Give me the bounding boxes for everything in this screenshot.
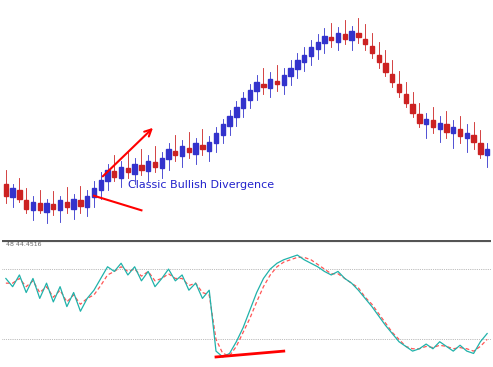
Bar — [247, 90, 252, 100]
Bar — [404, 94, 408, 103]
Bar — [241, 98, 246, 109]
Bar — [139, 165, 143, 170]
Bar — [471, 135, 476, 142]
Bar — [92, 189, 96, 197]
Bar — [444, 124, 449, 132]
Bar — [44, 203, 49, 212]
Bar — [478, 143, 483, 153]
Bar — [31, 201, 35, 210]
Bar — [173, 150, 177, 155]
Bar — [464, 133, 469, 138]
Bar — [214, 133, 218, 143]
Bar — [377, 55, 381, 62]
Bar — [451, 127, 456, 133]
Bar — [112, 171, 116, 177]
Bar — [51, 204, 56, 209]
Text: 48 44.4516: 48 44.4516 — [6, 242, 41, 247]
Bar — [383, 63, 387, 72]
Bar — [24, 200, 29, 209]
Bar — [275, 81, 279, 84]
Bar — [106, 170, 110, 181]
Bar — [160, 158, 164, 168]
Bar — [37, 203, 42, 210]
Bar — [322, 36, 327, 43]
Bar — [485, 149, 490, 155]
Bar — [227, 116, 232, 126]
Bar — [458, 129, 462, 136]
Bar — [234, 107, 239, 117]
Bar — [370, 46, 374, 53]
Bar — [126, 168, 130, 172]
Bar — [71, 199, 76, 209]
Bar — [309, 47, 313, 56]
Bar — [302, 55, 306, 62]
Bar — [10, 189, 15, 197]
Bar — [397, 84, 401, 92]
Bar — [431, 120, 435, 127]
Bar — [437, 123, 442, 129]
Bar — [261, 84, 266, 87]
Bar — [363, 39, 367, 44]
Bar — [424, 119, 428, 124]
Bar — [200, 145, 205, 149]
Bar — [220, 124, 225, 135]
Bar — [295, 61, 300, 69]
Bar — [58, 200, 62, 210]
Bar — [65, 201, 69, 207]
Bar — [316, 41, 320, 49]
Bar — [193, 143, 198, 153]
Bar — [187, 148, 191, 152]
Bar — [417, 114, 422, 123]
Bar — [390, 73, 394, 82]
Bar — [180, 146, 184, 156]
Bar — [268, 79, 273, 88]
Bar — [119, 167, 123, 178]
Bar — [146, 161, 150, 171]
Bar — [85, 196, 89, 207]
Text: Classic Bullish Divergence: Classic Bullish Divergence — [128, 181, 274, 190]
Bar — [336, 33, 340, 41]
Bar — [99, 180, 103, 190]
Bar — [254, 82, 259, 91]
Bar — [343, 34, 347, 39]
Bar — [288, 68, 293, 76]
Bar — [166, 149, 171, 159]
Bar — [410, 104, 415, 113]
Bar — [3, 184, 8, 196]
Bar — [207, 142, 211, 150]
Bar — [282, 75, 286, 85]
Bar — [356, 33, 360, 37]
Bar — [78, 200, 83, 206]
Bar — [350, 31, 354, 40]
Bar — [153, 162, 157, 167]
Bar — [133, 164, 137, 174]
Bar — [329, 37, 333, 40]
Bar — [17, 190, 22, 199]
